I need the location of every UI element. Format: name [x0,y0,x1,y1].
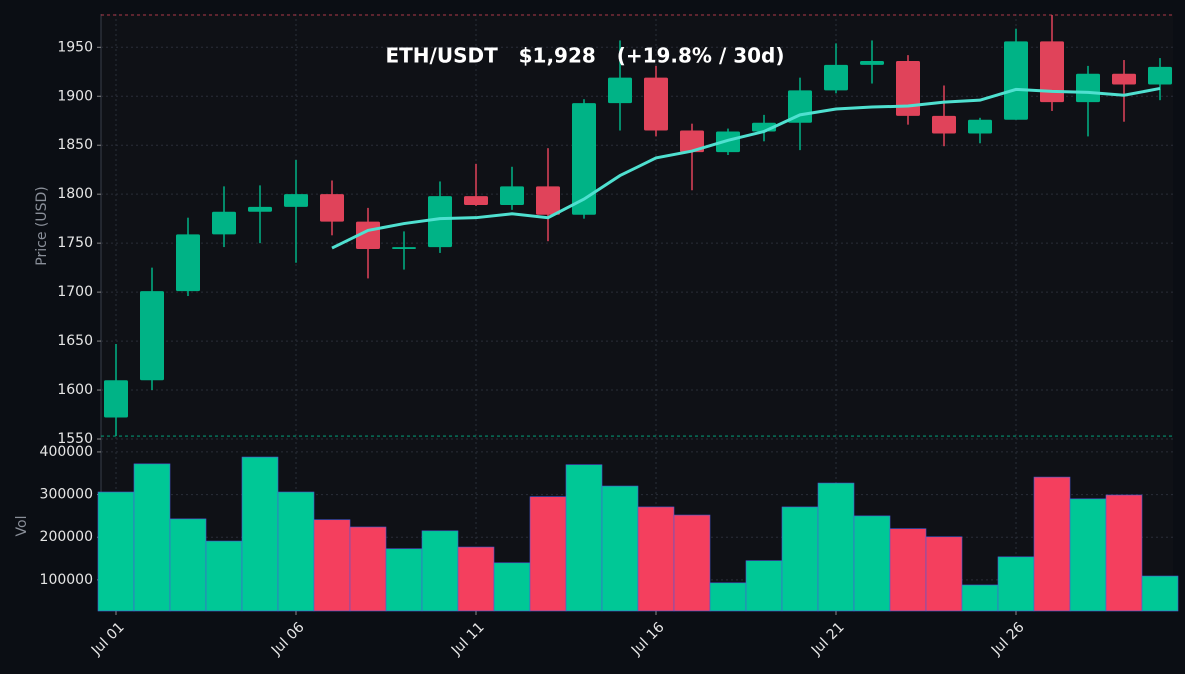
volume-bar [745,560,783,612]
y-tick-label: 1800 [57,186,93,202]
candle-body [140,291,164,381]
candle-body [860,61,884,65]
candle-body [1076,73,1100,103]
volume-bar [1105,494,1143,612]
candle-body [932,115,956,134]
candle-body [500,186,524,205]
candle-body [536,186,560,215]
candle-body [104,380,128,418]
candle-body [248,206,272,212]
volume-bar [637,506,675,612]
candle-body [176,234,200,292]
candle-body [572,103,596,215]
y-tick-label: 1700 [57,284,93,300]
x-tick-label: Jul 11 [448,619,488,659]
y-tick-label: 1600 [57,382,93,398]
volume-bar [925,536,963,612]
candle-body [428,196,452,248]
volume-bar [133,463,171,612]
volume-bar [385,548,423,612]
y-tick-label: 1950 [57,39,93,55]
y-tick-label: 1550 [57,431,93,447]
volume-bar [277,491,315,612]
volume-bar [1141,575,1179,612]
volume-bar [421,530,459,612]
candle-body [1040,41,1064,103]
volume-bar [601,485,639,612]
y2-tick-label: 100000 [40,572,93,588]
price-panel [101,14,1173,439]
candle-body [392,247,416,250]
chart-title: ETH/USDT $1,928 (+19.8% / 30d) [386,44,785,68]
x-tick-label: Jul 06 [268,619,308,659]
volume-bar [1033,476,1071,612]
volume-bar [169,518,207,612]
candle-body [824,64,848,91]
y2-tick-label: 400000 [40,444,93,460]
x-tick-label: Jul 26 [988,619,1028,659]
candle-body [1112,73,1136,85]
candle-body [1148,66,1172,85]
candle-body [464,196,488,205]
volume-bar [97,491,135,612]
volume-bar [565,464,603,612]
y-tick-label: 1650 [57,333,93,349]
volume-bar [529,496,567,612]
y2-tick-label: 200000 [40,529,93,545]
volume-bar [673,514,711,612]
volume-bar [493,562,531,612]
volume-bar [853,515,891,612]
y-axis-label: Price (USD) [34,186,50,265]
candle-body [608,77,632,104]
moving-average-line [331,86,1161,250]
candle-body [212,211,236,235]
volume-bar [241,456,279,612]
candle-body [644,77,668,131]
volume-bar [457,546,495,612]
volume-bar [709,582,747,612]
candle-body [320,194,344,222]
y-tick-label: 1750 [57,235,93,251]
x-tick-label: Jul 01 [88,619,128,659]
volume-bar [997,556,1035,612]
volume-bar [205,540,243,612]
y2-axis-label: Vol [14,516,30,537]
volume-bar [781,506,819,612]
candle-body [1004,41,1028,120]
volume-bar [889,528,927,612]
x-tick-label: Jul 21 [808,619,848,659]
volume-bar [961,584,999,612]
candle-body [896,61,920,116]
x-tick-label: Jul 16 [628,619,668,659]
volume-bar [817,482,855,612]
y-tick-label: 1900 [57,88,93,104]
candle-body [284,194,308,207]
volume-bar [1069,498,1107,612]
volume-bar [313,519,351,612]
y2-tick-label: 300000 [40,487,93,503]
candle-body [968,119,992,134]
candle-body [680,130,704,153]
volume-bar [349,526,387,612]
y-tick-label: 1850 [57,137,93,153]
